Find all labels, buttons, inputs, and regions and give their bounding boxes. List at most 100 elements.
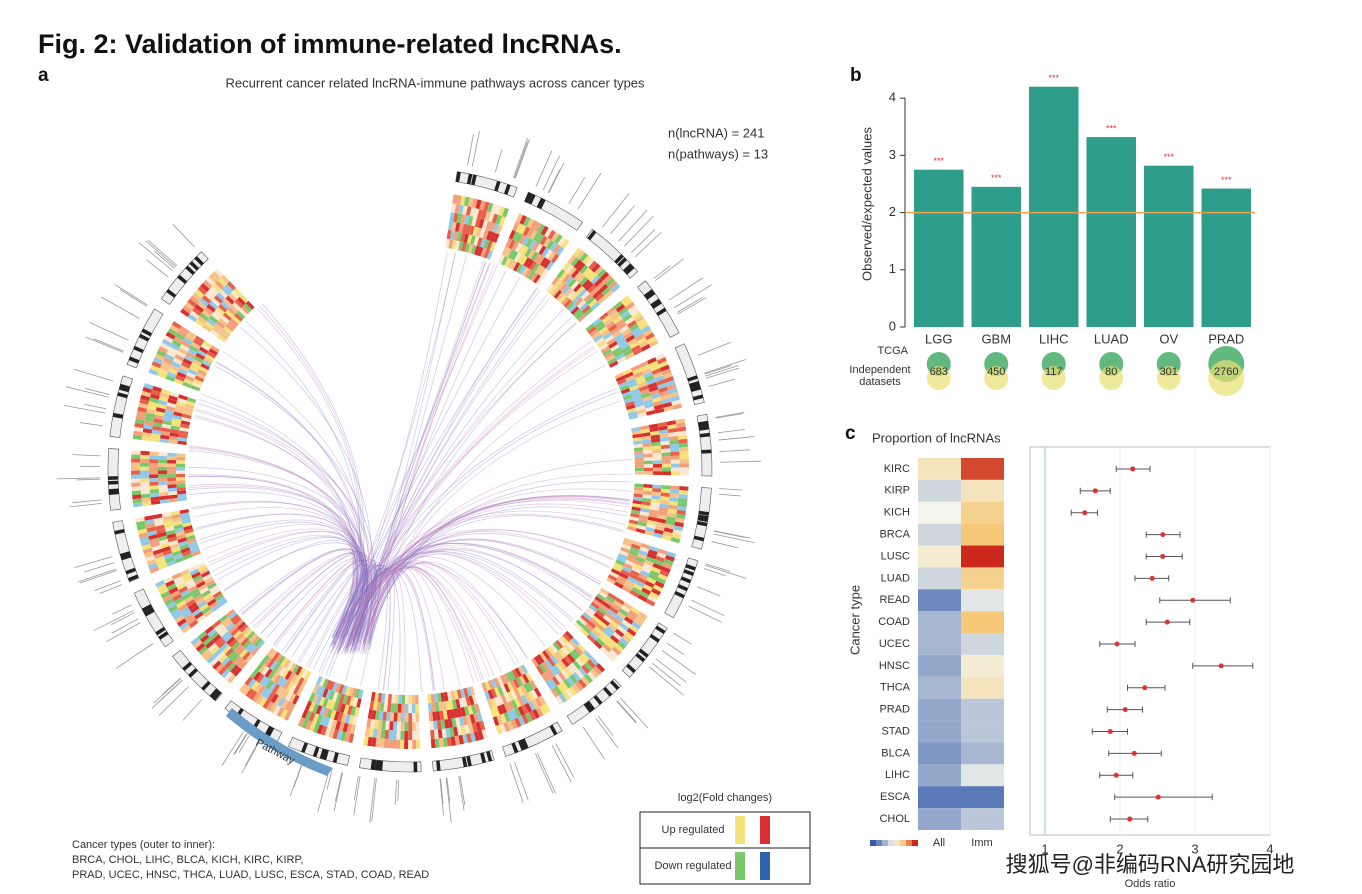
heat-cell [589, 656, 599, 666]
heat-cell [453, 708, 459, 718]
heat-cell [584, 281, 594, 291]
heat-cell [651, 396, 662, 403]
heat-cell [308, 692, 316, 703]
heat-cell [209, 657, 219, 667]
heat-cell [150, 364, 160, 372]
heat-cell [630, 569, 640, 577]
chord [352, 560, 516, 666]
heat-cell [456, 726, 463, 736]
point [1131, 750, 1137, 756]
heat-cell [538, 245, 547, 256]
chord [360, 252, 456, 638]
heat-cell [551, 676, 561, 686]
heat-cell [184, 403, 195, 410]
band [524, 192, 532, 203]
heat-cell [591, 331, 601, 340]
heat-cell [322, 697, 329, 708]
heat-cell [175, 530, 185, 537]
heat-cell [513, 262, 521, 272]
heat-cell [256, 673, 265, 684]
heat-cell [568, 686, 578, 696]
heat-cell [643, 399, 653, 406]
heat-cell [652, 449, 662, 454]
heat-cell [595, 609, 606, 618]
heat-cell [599, 312, 609, 321]
heat-cell [252, 692, 261, 703]
heat-cell [555, 695, 564, 706]
heat-cell [449, 230, 456, 241]
heat-cell [471, 198, 478, 209]
heat-cell [622, 298, 633, 308]
heat-cell [168, 368, 178, 376]
heat-cell [678, 442, 689, 448]
heat-cell [208, 348, 218, 356]
heat-cell [652, 584, 663, 592]
chord [331, 564, 388, 690]
band [301, 742, 308, 753]
heat-cell [604, 640, 615, 650]
heat-cell [192, 574, 203, 582]
heat-cell [600, 329, 611, 338]
heat-cell [646, 577, 657, 585]
heat-cell [662, 562, 673, 570]
heat-cell [640, 504, 651, 510]
heat-cell [629, 590, 640, 598]
heat-cell [527, 270, 536, 280]
heat-cell [167, 484, 177, 489]
heat-cell [478, 218, 485, 229]
heat-cell [568, 639, 578, 649]
heat-cell [250, 669, 259, 679]
heat-cell [582, 255, 592, 265]
heat-cell [961, 479, 1004, 502]
heat-cell [518, 244, 526, 255]
overlap-count: 450 [987, 366, 1005, 378]
heat-cell [561, 690, 571, 701]
heat-cell [273, 705, 281, 716]
band [643, 289, 655, 298]
chord [350, 294, 548, 651]
heat-cell [231, 315, 241, 325]
heat-cell [377, 692, 383, 703]
heat-cell [499, 723, 507, 734]
band [698, 510, 710, 516]
chord [332, 542, 593, 644]
heat-cell [203, 609, 214, 618]
heat-cell [191, 608, 202, 617]
bar [914, 169, 964, 327]
heat-cell [156, 583, 167, 592]
point [1082, 510, 1088, 516]
heat-cell [647, 382, 658, 389]
band [649, 634, 660, 643]
heat-cell [628, 550, 639, 557]
heat-cell [145, 412, 155, 419]
band [108, 480, 119, 485]
heat-cell [195, 642, 206, 652]
heat-cell [578, 617, 588, 626]
heat-cell [234, 643, 243, 653]
heat-cell [634, 467, 644, 472]
heat-cell [149, 455, 159, 460]
gene-label [234, 733, 248, 755]
y-tick-label: THCA [880, 682, 911, 694]
x-tick-label: OV [1159, 331, 1178, 346]
heat-cell [265, 679, 274, 690]
gene-label [467, 134, 474, 166]
heat-cell [401, 694, 406, 704]
x-tick-label: LGG [925, 331, 952, 346]
heat-cell [609, 634, 620, 644]
heat-cell [638, 360, 649, 369]
heat-cell [158, 538, 169, 546]
heat-cell [178, 430, 189, 436]
heat-cell [961, 698, 1004, 721]
heat-cell [476, 711, 483, 722]
heat-cell [627, 553, 638, 560]
heat-cell [169, 324, 180, 333]
heat-cell [613, 315, 623, 324]
heat-cell [591, 615, 601, 624]
heat-cell [533, 231, 541, 242]
heat-cell [189, 588, 200, 596]
band [521, 738, 529, 750]
heat-cell [263, 656, 273, 667]
heat-cell [505, 672, 513, 682]
heat-cell [615, 353, 625, 361]
